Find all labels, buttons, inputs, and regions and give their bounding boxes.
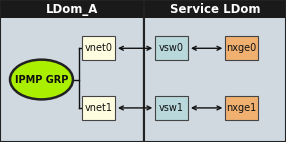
FancyBboxPatch shape (144, 18, 286, 142)
FancyBboxPatch shape (82, 36, 115, 60)
FancyBboxPatch shape (82, 96, 115, 120)
FancyBboxPatch shape (155, 96, 188, 120)
FancyBboxPatch shape (155, 36, 188, 60)
Text: vsw1: vsw1 (159, 103, 184, 113)
Text: Service LDom: Service LDom (170, 3, 260, 16)
Text: LDom_A: LDom_A (45, 3, 98, 16)
FancyBboxPatch shape (0, 0, 144, 142)
Text: IPMP GRP: IPMP GRP (15, 75, 68, 84)
Ellipse shape (10, 60, 73, 99)
FancyBboxPatch shape (144, 0, 286, 142)
Text: vsw0: vsw0 (159, 43, 184, 53)
FancyBboxPatch shape (225, 96, 258, 120)
Text: nxge0: nxge0 (227, 43, 257, 53)
Text: vnet0: vnet0 (85, 43, 113, 53)
FancyBboxPatch shape (0, 18, 144, 142)
FancyBboxPatch shape (225, 36, 258, 60)
Text: nxge1: nxge1 (227, 103, 257, 113)
Text: vnet1: vnet1 (85, 103, 113, 113)
